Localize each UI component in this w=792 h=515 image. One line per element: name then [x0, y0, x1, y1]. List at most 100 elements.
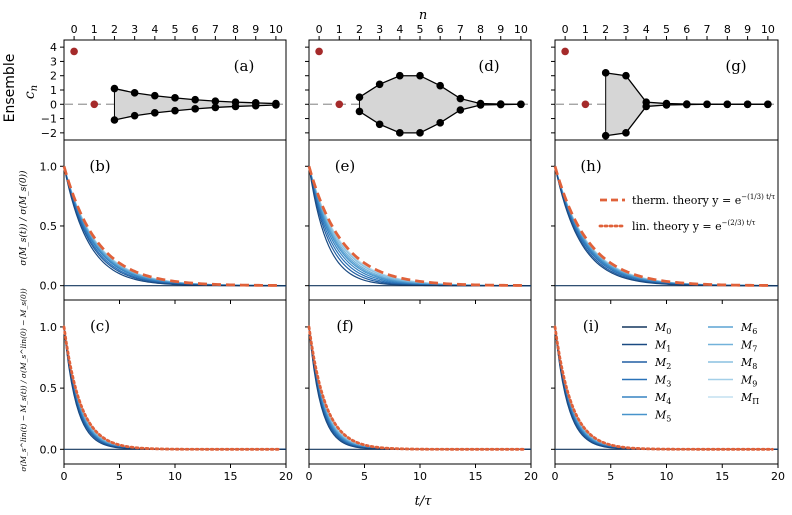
upper-point [601, 69, 610, 77]
panel-label: (i) [583, 317, 600, 335]
labels-layer: n t/τ Ensemble cn σ(M_s(t)) / σ(M_s(0)) … [2, 8, 432, 509]
lower-point [682, 100, 691, 109]
legend-ensemble-sub: 0 [666, 327, 671, 336]
x-tick-label: 3 [131, 23, 138, 36]
red-point [581, 100, 590, 109]
theory-curve [307, 165, 526, 287]
ensemble-curve-M1 [63, 166, 286, 287]
legend-theory-exp: −(2/3) t/τ [722, 219, 756, 227]
legend-ensemble-base: M [654, 339, 667, 352]
ensemble-curve-MΠ [63, 166, 287, 287]
legend-ensemble-sub: 9 [752, 380, 757, 389]
x-tick-label: 0 [61, 470, 68, 483]
x-tick-label: 4 [396, 23, 403, 36]
panel-label: (g) [725, 57, 746, 75]
x-tick-label: 3 [376, 23, 383, 36]
x-tick-label: 1 [336, 23, 343, 36]
legend-ensemble-sub: 3 [666, 380, 671, 389]
lower-point [171, 106, 179, 115]
x-tick-label: 6 [683, 23, 690, 36]
lower-point [743, 100, 752, 109]
top-xlabel: n [419, 8, 427, 23]
x-tick-label: 7 [212, 23, 219, 36]
theory-curve [553, 165, 773, 287]
x-tick-label: 4 [151, 23, 158, 36]
x-tick-label: 7 [704, 23, 711, 36]
legend-ensemble-base: M [740, 321, 753, 334]
ensemble-curve-M5 [63, 166, 286, 287]
ensemble-ylabel-sub: n [29, 85, 40, 91]
ensemble-curve-M2 [63, 166, 286, 287]
x-tick-label: 10 [761, 23, 775, 36]
lower-point [622, 129, 630, 137]
ensemble-curve-M6 [63, 166, 287, 287]
lower-point [436, 119, 444, 127]
x-tick-label: 0 [552, 470, 559, 483]
x-tick-label: 10 [413, 470, 427, 483]
ensemble-curve-M8 [63, 166, 286, 287]
theory-curve [553, 325, 774, 451]
legend-ensemble-sub: 7 [752, 345, 757, 354]
x-tick-label: 8 [477, 23, 484, 36]
y-tick-label: 2 [50, 70, 57, 83]
y-tick-label: 0 [50, 98, 57, 111]
lower-point [662, 101, 671, 109]
middle-row-ylabel: σ(M_s(t)) / σ(M_s(0)) [18, 170, 29, 266]
ensemble-ylabel: cn [22, 85, 40, 99]
x-tick-label: 3 [622, 23, 629, 36]
x-tick-label: 7 [457, 23, 464, 36]
legend-theory-main: lin. theory y = e [632, 220, 722, 233]
x-tick-label: 10 [514, 23, 528, 36]
lower-point [601, 131, 610, 140]
upper-point [130, 89, 139, 97]
y-tick-label: 0.5 [40, 220, 58, 233]
x-tick-label: 20 [279, 470, 293, 483]
panel-label: (f) [336, 317, 353, 335]
ensemble-title: Ensemble [2, 54, 18, 123]
legend-theory: therm. theory y = e−(1/3) t/τ lin. theory… [598, 193, 775, 233]
panel-b: 0.0 0.5 1.0 (b) [40, 139, 287, 304]
x-tick-label: 10 [269, 23, 283, 36]
x-tick-label: 5 [663, 23, 670, 36]
lower-point [723, 100, 732, 109]
ensemble-curve-M7 [63, 166, 286, 287]
lower-point [272, 101, 280, 109]
lower-point [703, 100, 711, 109]
x-tick-label: 5 [417, 23, 424, 36]
legend-ensemble-base: M [654, 374, 667, 387]
panel-g: 0 1 2 3 4 5 6 7 8 9 10 (g) [551, 23, 779, 141]
legend-ensemble-label: M2 [654, 356, 671, 371]
x-tick-label: 1 [582, 23, 589, 36]
ensemble-spread-area [359, 75, 521, 133]
legend-ensemble-sub: 5 [666, 415, 671, 424]
upper-point [396, 71, 404, 80]
bottom-xlabel: t/τ [415, 494, 433, 509]
y-tick-label: −2 [41, 127, 57, 140]
legend-theory-label: lin. theory y = e−(2/3) t/τ [632, 219, 756, 233]
legend-ensemble-base: M [740, 339, 753, 352]
panel-label: (a) [234, 57, 255, 75]
x-tick-label: 15 [224, 470, 238, 483]
lower-point [764, 100, 772, 109]
y-tick-label: 3 [50, 55, 57, 68]
upper-point [375, 80, 384, 89]
x-tick-label: 8 [724, 23, 731, 36]
legend-ensemble-label: M4 [654, 391, 671, 406]
panel-c: 0.0 0.5 1.0 0 5 10 15 20 (c) [40, 299, 293, 483]
legend-ensemble-sub: 4 [666, 397, 671, 406]
x-tick-label: 4 [643, 23, 650, 36]
panel-f: 0 5 10 15 20 (f) [305, 299, 538, 483]
legend-ensemble-sub: Π [752, 397, 759, 406]
x-tick-label: 2 [602, 23, 609, 36]
lower-point [110, 116, 119, 124]
legend-ensemble-label: M0 [654, 321, 671, 336]
lower-point [191, 105, 199, 113]
legend-ensemble-label: M3 [654, 374, 671, 389]
axes-frame [63, 39, 287, 141]
lower-point [517, 100, 525, 109]
x-tick-label: 2 [356, 23, 363, 36]
lower-point [151, 109, 159, 117]
x-tick-label: 15 [715, 470, 729, 483]
